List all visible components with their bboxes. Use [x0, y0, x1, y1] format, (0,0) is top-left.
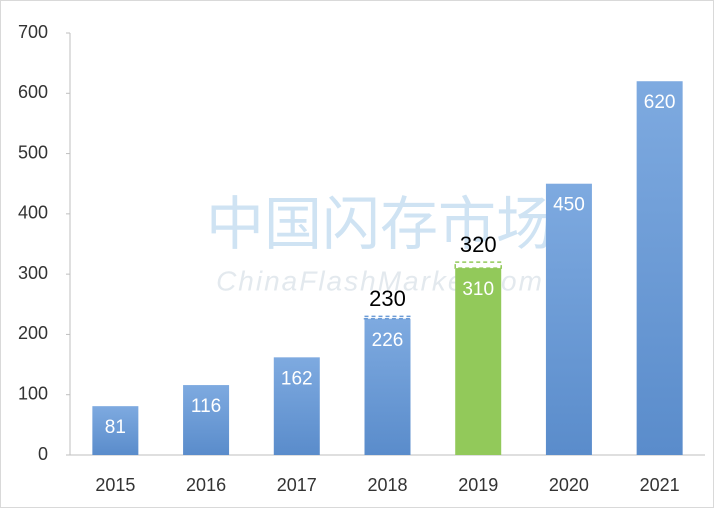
value-label: 162 [281, 368, 313, 389]
target-label: 230 [369, 286, 406, 311]
bar [92, 406, 139, 455]
bar [183, 385, 230, 455]
target-box [363, 315, 412, 320]
value-label: 81 [105, 417, 126, 438]
value-label: 450 [553, 195, 585, 216]
y-tick-label: 500 [18, 142, 48, 162]
x-tick-label: 2018 [367, 475, 407, 495]
x-tick-label: 2021 [640, 475, 680, 495]
y-tick-label: 400 [18, 203, 48, 223]
x-tick-label: 2020 [549, 475, 589, 495]
bar [455, 268, 502, 455]
bar [636, 81, 683, 455]
x-tick-label: 2019 [458, 475, 498, 495]
bar [545, 183, 592, 455]
x-tick-label: 2015 [95, 475, 135, 495]
bar [364, 318, 411, 455]
watermark-title: 中国闪存市场 [206, 190, 554, 258]
y-tick-label: 700 [18, 22, 48, 42]
x-tick-label: 2017 [277, 475, 317, 495]
value-label: 310 [462, 279, 494, 300]
y-tick-label: 600 [18, 82, 48, 102]
value-label: 226 [372, 330, 404, 351]
y-tick-label: 200 [18, 323, 48, 343]
target-box [454, 261, 502, 269]
y-tick-label: 0 [38, 444, 48, 464]
target-label: 320 [460, 232, 497, 257]
y-tick-label: 300 [18, 263, 48, 283]
y-tick-label: 100 [18, 383, 48, 403]
value-label: 116 [191, 396, 221, 417]
bar [273, 357, 320, 455]
value-label: 620 [644, 92, 676, 113]
x-tick-label: 2016 [186, 475, 226, 495]
